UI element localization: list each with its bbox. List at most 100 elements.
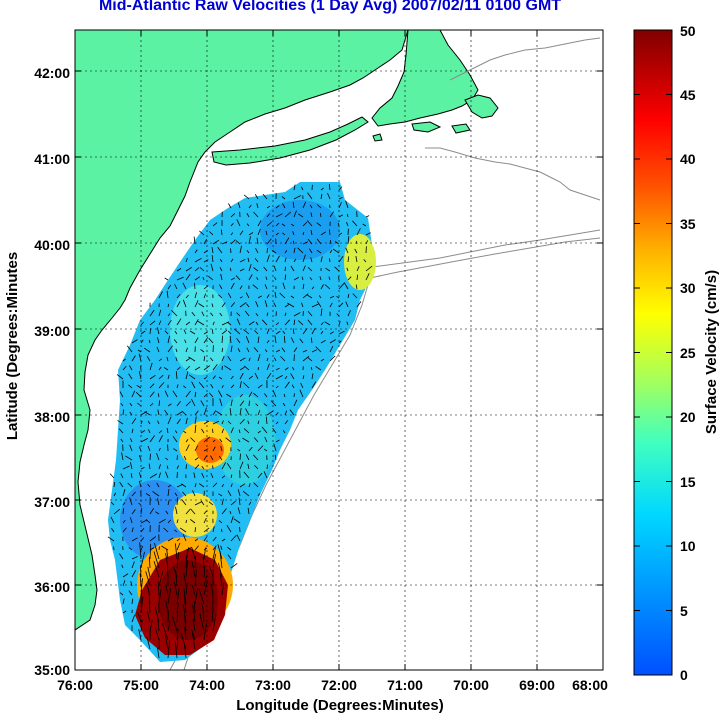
velocity-arrow — [236, 219, 241, 227]
velocity-arrow — [282, 232, 286, 236]
velocity-arrow — [174, 330, 178, 335]
colorbar-tick-label: 50 — [680, 23, 696, 39]
velocity-arrow — [266, 410, 274, 416]
velocity-arrow — [302, 265, 306, 272]
field-patch-g — [196, 437, 224, 463]
velocity-arrow — [185, 519, 187, 524]
velocity-arrow — [129, 497, 133, 506]
velocity-arrow — [212, 482, 218, 488]
velocity-arrow — [129, 402, 133, 407]
velocity-arrow — [129, 444, 133, 452]
velocity-arrow — [227, 292, 232, 299]
velocity-arrow — [365, 240, 368, 245]
velocity-arrow — [176, 497, 179, 506]
velocity-arrow — [185, 508, 191, 515]
velocity-arrow — [201, 311, 205, 317]
velocity-arrow — [185, 357, 191, 362]
velocity-arrow — [146, 355, 151, 362]
velocity-arrow — [149, 383, 155, 389]
velocity-arrow — [327, 193, 331, 200]
velocity-arrow — [293, 319, 296, 326]
velocity-arrow — [262, 319, 268, 326]
velocity-arrow — [211, 303, 214, 308]
velocity-arrow — [210, 472, 214, 479]
velocity-arrow — [197, 320, 205, 326]
velocity-arrow — [212, 364, 218, 371]
velocity-arrow — [291, 384, 295, 389]
velocity-arrow — [158, 366, 162, 371]
velocity-arrow — [302, 254, 306, 263]
velocity-arrow — [176, 611, 179, 623]
velocity-arrow — [338, 340, 342, 344]
velocity-arrow — [138, 472, 142, 479]
velocity-arrow — [184, 595, 187, 614]
velocity-arrow — [218, 376, 223, 380]
velocity-arrow — [226, 393, 232, 398]
velocity-arrow — [211, 329, 214, 335]
velocity-arrow — [167, 587, 172, 605]
cape-hook — [464, 94, 499, 119]
velocity-arrow — [230, 282, 235, 290]
velocity-arrow — [110, 501, 115, 506]
velocity-arrow — [122, 365, 127, 371]
velocity-arrow — [191, 381, 196, 389]
velocity-arrow — [263, 448, 268, 452]
x-tick-label: 69:00 — [519, 677, 555, 693]
colorbar-label: Surface Velocity (cm/s) — [703, 270, 720, 434]
velocity-arrow — [257, 295, 262, 299]
velocity-arrow — [158, 374, 164, 380]
velocity-arrow — [140, 330, 146, 335]
velocity-arrow — [203, 455, 208, 461]
velocity-arrow — [306, 294, 313, 299]
velocity-arrow — [136, 384, 142, 389]
velocity-arrow — [306, 220, 313, 227]
velocity-arrow — [230, 302, 236, 308]
velocity-arrow — [130, 473, 133, 479]
velocity-arrow — [212, 547, 216, 560]
velocity-arrow — [140, 467, 145, 470]
velocity-arrow — [140, 527, 145, 533]
velocity-arrow — [131, 509, 136, 515]
colorbar-tick-label: 10 — [680, 538, 696, 554]
x-tick-label: 71:00 — [387, 677, 423, 693]
velocity-arrow — [199, 613, 205, 632]
velocity-arrow — [154, 542, 160, 560]
velocity-arrow — [239, 483, 246, 488]
velocity-arrow — [237, 202, 241, 209]
velocity-arrow — [293, 184, 296, 191]
velocity-arrow — [293, 195, 302, 200]
velocity-arrow — [221, 528, 223, 533]
velocity-arrow — [171, 310, 178, 317]
velocity-arrow — [221, 335, 223, 344]
velocity-arrow — [329, 239, 331, 245]
velocity-arrow — [275, 205, 280, 209]
velocity-arrow — [266, 254, 270, 263]
velocity-arrow — [237, 448, 241, 452]
velocity-arrow — [140, 551, 145, 569]
field-patch-h — [173, 493, 217, 537]
velocity-arrow — [211, 254, 214, 263]
velocity-arrow — [194, 337, 199, 344]
velocity-arrow — [252, 284, 259, 290]
velocity-arrow — [219, 551, 223, 569]
velocity-arrow — [174, 492, 178, 497]
y-tick-label: 35:00 — [34, 662, 70, 678]
velocity-arrow — [194, 249, 198, 254]
velocity-arrow — [221, 428, 224, 434]
velocity-arrow — [154, 627, 160, 641]
velocity-arrow — [149, 403, 154, 407]
velocity-arrow — [346, 321, 349, 326]
velocity-arrow — [239, 230, 244, 236]
velocity-arrow — [131, 556, 138, 560]
velocity-arrow — [311, 327, 316, 335]
velocity-arrow — [219, 267, 223, 272]
velocity-arrow — [356, 266, 360, 272]
velocity-arrow — [290, 223, 295, 227]
velocity-arrow — [247, 507, 250, 515]
island-block — [372, 133, 383, 142]
velocity-arrow — [183, 385, 187, 389]
velocity-arrow — [167, 335, 170, 344]
x-tick-labels: 76:00 75:00 74:00 73:00 72:00 71:00 70:0… — [57, 677, 608, 693]
velocity-arrow — [292, 201, 295, 209]
velocity-arrow — [266, 205, 271, 209]
